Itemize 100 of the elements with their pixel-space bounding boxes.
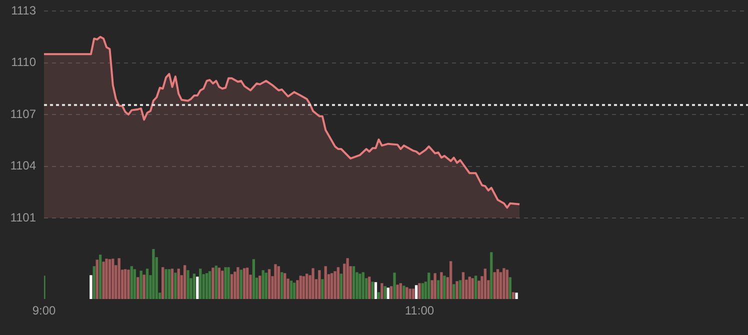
- bar: [168, 269, 171, 299]
- y-tick-label: 1101: [10, 210, 36, 224]
- bar: [152, 249, 155, 299]
- bar: [218, 268, 220, 299]
- bar: [512, 292, 515, 299]
- bar: [362, 272, 364, 299]
- bar: [212, 268, 214, 299]
- bar: [312, 268, 314, 299]
- bar: [508, 277, 512, 299]
- bar: [146, 268, 149, 299]
- bar: [277, 266, 280, 299]
- x-tick-label: 11:00: [404, 304, 434, 318]
- bar: [352, 266, 356, 299]
- bar: [471, 278, 474, 299]
- bar: [136, 277, 140, 299]
- bar: [330, 273, 334, 299]
- bar: [496, 269, 500, 299]
- bar: [368, 276, 371, 299]
- bar: [174, 272, 177, 299]
- bar: [449, 261, 452, 299]
- bar: [262, 270, 264, 299]
- bar: [196, 276, 199, 299]
- bar: [92, 266, 96, 299]
- bar: [499, 272, 502, 299]
- bar: [434, 273, 436, 299]
- bar: [102, 262, 105, 299]
- bar: [346, 258, 349, 299]
- bar: [221, 270, 224, 299]
- y-tick-label: 1113: [11, 3, 36, 18]
- bar: [162, 267, 164, 299]
- bar: [462, 272, 465, 299]
- bar: [502, 268, 506, 299]
- bar: [236, 267, 240, 299]
- bar: [268, 269, 271, 299]
- bar: [515, 292, 518, 299]
- bar: [340, 274, 343, 299]
- bar: [490, 252, 493, 299]
- bar: [258, 276, 262, 299]
- bar: [418, 283, 421, 299]
- bar: [208, 271, 212, 299]
- bar: [280, 272, 284, 299]
- bar: [302, 276, 305, 299]
- bar: [170, 268, 174, 299]
- bar: [292, 282, 296, 299]
- bar: [224, 267, 227, 299]
- bar: [456, 281, 458, 299]
- bar: [336, 267, 340, 299]
- bar: [377, 292, 380, 299]
- bar: [443, 276, 446, 299]
- bar: [386, 288, 390, 299]
- bar: [324, 266, 327, 299]
- bar: [124, 269, 127, 299]
- bar: [96, 260, 98, 299]
- bar: [321, 279, 324, 299]
- bar: [474, 276, 478, 299]
- bar: [399, 283, 402, 299]
- bar: [214, 266, 218, 299]
- bar: [183, 265, 186, 299]
- bar: [274, 264, 277, 299]
- bar: [421, 283, 424, 299]
- bar: [436, 280, 440, 299]
- bar: [290, 280, 293, 299]
- y-tick-label: 1104: [10, 158, 36, 173]
- bar: [318, 270, 321, 299]
- bar: [358, 274, 362, 299]
- bar: [140, 270, 142, 299]
- bar: [130, 266, 133, 299]
- bar: [414, 285, 418, 299]
- bar: [252, 259, 256, 299]
- bar: [186, 270, 190, 299]
- bar: [406, 287, 408, 299]
- y-tick-label: 1110: [11, 55, 36, 70]
- bar: [402, 286, 406, 299]
- bar: [506, 270, 508, 299]
- bar: [264, 272, 268, 299]
- bar: [408, 288, 412, 299]
- bar: [246, 268, 249, 299]
- bar: [493, 272, 496, 299]
- bar: [142, 274, 146, 299]
- bar: [412, 288, 415, 299]
- x-tick-label: 9:00: [32, 304, 56, 318]
- bar: [205, 273, 208, 299]
- bar: [90, 275, 92, 299]
- bar: [428, 272, 430, 299]
- bar: [177, 268, 180, 299]
- bar: [105, 258, 108, 299]
- bar: [230, 274, 234, 299]
- y-tick-label: 1107: [10, 106, 36, 121]
- bar: [133, 269, 136, 299]
- bar: [108, 259, 112, 299]
- bar: [98, 254, 102, 299]
- bar: [127, 270, 130, 299]
- bar: [396, 284, 399, 299]
- bar: [484, 268, 487, 299]
- bar: [305, 274, 308, 299]
- bar: [118, 258, 120, 299]
- bar: [199, 268, 202, 299]
- bar: [164, 269, 168, 299]
- bar: [242, 268, 246, 299]
- bar: [393, 272, 396, 299]
